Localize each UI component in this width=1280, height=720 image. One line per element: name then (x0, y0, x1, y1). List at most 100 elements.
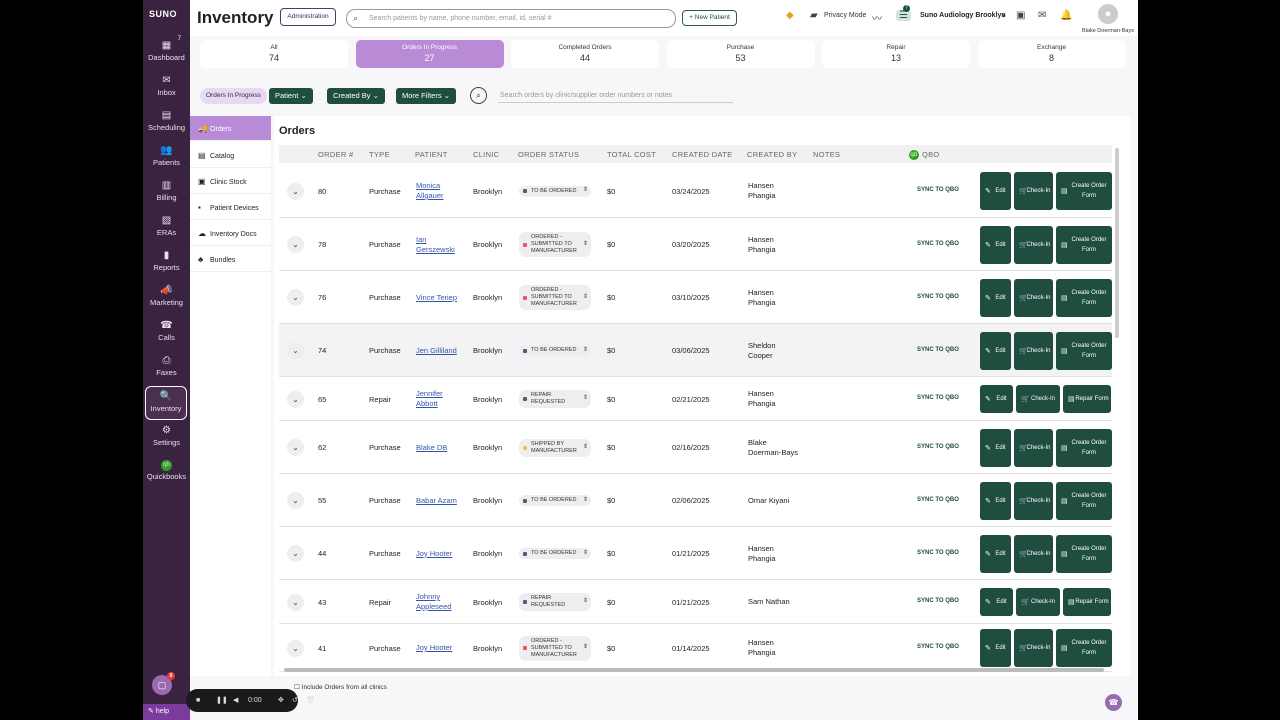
edit-button[interactable]: ✎ Edit (980, 172, 1011, 210)
patient-link[interactable]: Jen Gilliland (416, 346, 457, 356)
sync-to-qbo-link[interactable]: SYNC TO QBO (917, 598, 959, 604)
subnav-item-patient-devices[interactable]: ▪ Patient Devices (190, 195, 271, 220)
edit-button[interactable]: ✎ Edit (980, 588, 1013, 616)
expand-row-button[interactable]: ⌄ (287, 545, 304, 562)
pause-icon[interactable]: ❚❚ (216, 697, 228, 704)
help-button[interactable]: ✎ help (143, 704, 190, 720)
patient-link[interactable]: Blake DB (416, 443, 447, 453)
mail-icon[interactable]: ✉ (1038, 10, 1047, 21)
create-order-form-button[interactable]: ▤ Create Order Form (1056, 331, 1112, 370)
sync-to-qbo-link[interactable]: SYNC TO QBO (917, 293, 959, 300)
table-row[interactable]: ⌄ 55 Purchase Babar Azam Brooklyn TO BE ORDER… (279, 474, 1112, 527)
create-order-form-button[interactable]: ▤ Create Order Form (1056, 428, 1112, 467)
order-status-select[interactable]: ORDERED - SUBMITTED TO MANUFACTURER ⇕ (519, 232, 591, 257)
patient-link[interactable]: Vince Teriep (416, 293, 457, 303)
edit-button[interactable]: ✎ Edit (980, 278, 1011, 317)
created-by-filter-button[interactable]: Created By ⌄ (327, 88, 385, 104)
patient-link[interactable]: Ian Gerszewski (416, 235, 455, 255)
more-filters-button[interactable]: More Filters ⌄ (396, 88, 456, 104)
horizontal-scrollbar[interactable] (284, 668, 1104, 672)
administration-button[interactable]: Administration (280, 8, 336, 26)
check-in-button[interactable]: 🛒 Check-In (1014, 278, 1053, 317)
order-search-input[interactable]: Search orders by clinic/supplier order n… (498, 89, 733, 103)
expand-row-button[interactable]: ⌄ (287, 289, 304, 306)
order-status-select[interactable]: REPAIR REQUESTED ⇕ (519, 390, 591, 408)
table-row[interactable]: ⌄ 62 Purchase Blake DB Brooklyn SHIPPED BY MAN… (279, 421, 1112, 474)
include-all-clinics-checkbox[interactable]: ☐ Include Orders from all clinics (294, 684, 387, 691)
rail-item-quickbooks[interactable]: qb Quickbooks (143, 456, 190, 490)
create-order-form-button[interactable]: ▤ Create Order Form (1056, 172, 1112, 210)
rewind-icon[interactable]: ◀ (233, 697, 239, 704)
subnav-item-orders[interactable]: 🚚 Orders (190, 116, 271, 141)
expand-row-button[interactable]: ⌄ (287, 492, 304, 509)
patient-filter-button[interactable]: Patient ⌄ (269, 88, 313, 104)
edit-button[interactable]: ✎ Edit (980, 225, 1011, 264)
rail-item-calls[interactable]: ☎ Calls (143, 316, 190, 350)
expand-row-button[interactable]: ⌄ (287, 236, 304, 253)
privacy-mode-toggle[interactable]: Privacy Mode (824, 12, 867, 19)
table-row[interactable]: ⌄ 74 Purchase Jen Gilliland Brooklyn TO BE OR… (279, 324, 1112, 377)
sync-to-qbo-link[interactable]: SYNC TO QBO (917, 496, 959, 503)
activity-icon[interactable]: 〰 (872, 14, 882, 25)
subnav-item-bundles[interactable]: ♣ Bundles (190, 247, 271, 272)
chevron-down-icon[interactable]: ▾ (1002, 13, 1006, 20)
expand-row-button[interactable]: ⌄ (287, 342, 304, 359)
edit-button[interactable]: ✎ Edit (980, 331, 1011, 370)
bell-icon[interactable]: 🔔 (1060, 10, 1073, 21)
patient-link[interactable]: Johnny Appleseed (416, 592, 451, 612)
subnav-item-inventory-docs[interactable]: ☁ Inventory Docs (190, 221, 271, 246)
handshake-icon[interactable]: ◆ (786, 10, 794, 21)
sync-to-qbo-link[interactable]: SYNC TO QBO (917, 187, 959, 193)
table-row[interactable]: ⌄ 41 Purchase Joy Hooter Brooklyn ORDERED - SU… (279, 624, 1112, 672)
undo-icon[interactable]: ↺ (292, 697, 298, 704)
search-icon[interactable]: ⌕ (470, 87, 487, 104)
table-row[interactable]: ⌄ 76 Purchase Vince Teriep Brooklyn ORDERED -… (279, 271, 1112, 324)
patient-link[interactable]: Babar Azam (416, 496, 457, 506)
sync-to-qbo-link[interactable]: SYNC TO QBO (917, 549, 959, 556)
check-in-button[interactable]: 🛒 Check-In (1014, 172, 1053, 210)
tab-orders-in-progress[interactable]: Orders In Progress 27 (355, 40, 504, 68)
order-status-select[interactable]: TO BE ORDERED ⇕ (519, 185, 591, 197)
expand-row-button[interactable]: ⌄ (287, 439, 304, 456)
edit-button[interactable]: ✎ Edit (980, 428, 1011, 467)
rail-item-dashboard[interactable]: ▦ Dashboard 7 (143, 36, 190, 70)
create-order-form-button[interactable]: ▤ Create Order Form (1056, 225, 1112, 264)
edit-button[interactable]: ✎ Edit (980, 629, 1011, 667)
rail-item-marketing[interactable]: 📣 Marketing (143, 281, 190, 315)
patient-link[interactable]: Joy Hooter (416, 643, 452, 653)
rail-item-reports[interactable]: ▮ Reports (143, 246, 190, 280)
order-status-select[interactable]: TO BE ORDERED ⇕ (519, 548, 591, 559)
tab-purchase[interactable]: Purchase 53 (666, 40, 815, 68)
briefcase-icon[interactable]: ▣ (1016, 10, 1026, 21)
table-row[interactable]: ⌄ 80 Purchase Monica Allgauer Brooklyn TO BE O… (279, 164, 1112, 218)
order-status-select[interactable]: REPAIR REQUESTED ⇕ (519, 593, 591, 611)
table-row[interactable]: ⌄ 65 Repair Jennifer Abbott Brooklyn REPAIR REQ… (279, 377, 1112, 421)
create-order-form-button[interactable]: ▤ Create Order Form (1056, 278, 1112, 317)
trash-icon[interactable]: 🗑 (306, 697, 315, 704)
user-avatar[interactable]: ● (1098, 4, 1118, 24)
order-status-select[interactable]: TO BE ORDERED ⇕ (519, 495, 591, 506)
expand-row-button[interactable]: ⌄ (287, 182, 304, 200)
patient-link[interactable]: Jennifer Abbott (416, 389, 443, 409)
rail-item-patients[interactable]: 👥 Patients (143, 141, 190, 175)
check-in-button[interactable]: 🛒 Check-In (1014, 428, 1053, 467)
expand-row-button[interactable]: ⌄ (287, 390, 304, 408)
active-filter-pill[interactable]: Orders In Progress (200, 88, 267, 104)
rail-item-eras[interactable]: ▨ ERAs (143, 211, 190, 245)
rail-item-scheduling[interactable]: ▤ Scheduling (143, 106, 190, 140)
create-order-form-button[interactable]: ▤ Create Order Form (1056, 481, 1112, 520)
sync-to-qbo-link[interactable]: SYNC TO QBO (917, 443, 959, 450)
repair-form-button[interactable]: ▤ Repair Form (1063, 588, 1111, 616)
move-icon[interactable]: ✥ (278, 697, 284, 704)
edit-button[interactable]: ✎ Edit (980, 385, 1013, 413)
table-row[interactable]: ⌄ 43 Repair Johnny Appleseed Brooklyn REPAIR RE… (279, 580, 1112, 624)
tab-exchange[interactable]: Exchange 8 (977, 40, 1126, 68)
rail-item-faxes[interactable]: ⎙ Faxes (143, 351, 190, 385)
sync-to-qbo-link[interactable]: SYNC TO QBO (917, 240, 959, 247)
patient-link[interactable]: Monica Allgauer (416, 181, 444, 201)
tab-all[interactable]: All 74 (200, 40, 348, 68)
order-status-select[interactable]: ORDERED - SUBMITTED TO MANUFACTURER ⇕ (519, 635, 591, 661)
clinic-selector[interactable]: Suno Audiology Brooklyn (920, 12, 1006, 19)
check-in-button[interactable]: 🛒 Check-In (1016, 588, 1060, 616)
order-status-select[interactable]: ORDERED - SUBMITTED TO MANUFACTURER ⇕ (519, 285, 591, 310)
